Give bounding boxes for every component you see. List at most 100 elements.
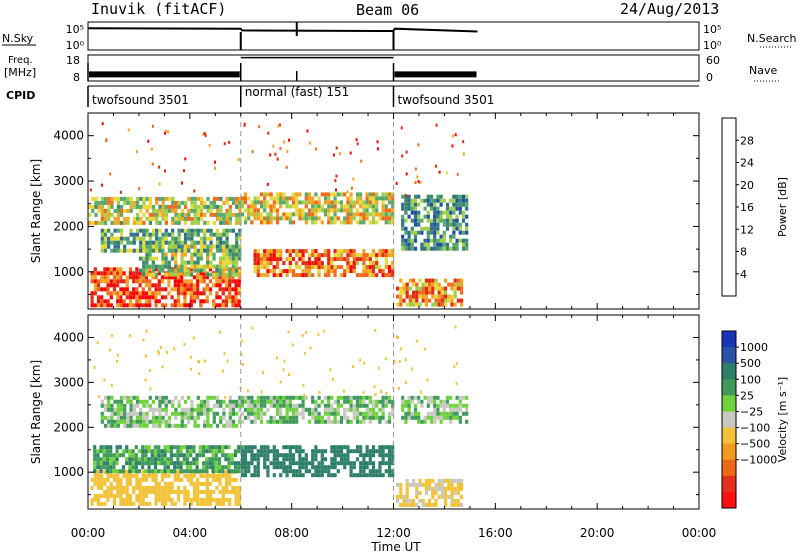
data-cell — [465, 395, 469, 400]
data-cell — [311, 273, 315, 278]
data-cell — [142, 260, 146, 265]
data-cell — [224, 497, 229, 502]
data-cell — [182, 445, 186, 450]
data-cell — [103, 240, 108, 245]
data-cell — [128, 299, 133, 304]
data-cell — [225, 423, 229, 428]
data-cell — [391, 403, 395, 408]
data-cell — [423, 419, 427, 424]
data-cell — [173, 445, 177, 450]
data-cell — [221, 485, 225, 490]
data-cell — [444, 490, 448, 495]
data-cell — [153, 445, 158, 450]
data-cell — [301, 415, 305, 420]
data-cell — [253, 465, 257, 470]
data-cell — [298, 473, 302, 478]
data-cell — [212, 477, 216, 482]
data-cell — [311, 457, 315, 462]
data-cell — [173, 283, 177, 288]
data-cell — [158, 419, 162, 424]
data-cell — [163, 449, 167, 454]
data-cell — [195, 465, 199, 470]
data-cell — [151, 248, 156, 253]
data-cell — [215, 295, 219, 300]
data-cell — [346, 457, 350, 462]
data-cell — [106, 283, 110, 288]
data-cell — [215, 283, 219, 288]
data-cell — [311, 411, 315, 416]
data-cell — [225, 256, 229, 261]
data-cell — [465, 222, 469, 227]
data-cell — [192, 449, 196, 454]
data-cell — [103, 236, 108, 241]
data-cell — [164, 275, 168, 280]
data-cell — [333, 457, 337, 462]
data-cell — [158, 411, 162, 416]
data-cell — [424, 486, 428, 491]
data-cell — [228, 272, 232, 277]
data-cell — [291, 249, 296, 254]
data-cell — [190, 264, 194, 269]
data-cell — [387, 453, 392, 458]
data-cell — [93, 287, 97, 292]
data-cell — [455, 415, 459, 420]
data-cell — [320, 265, 324, 270]
data-cell — [174, 212, 178, 217]
data-cell — [107, 200, 111, 205]
data-cell — [171, 244, 175, 249]
data-cell — [343, 457, 347, 462]
data-cell — [189, 267, 193, 272]
data-cell — [282, 200, 286, 205]
data-cell — [272, 269, 276, 274]
data-cell — [164, 399, 168, 404]
data-cell — [304, 216, 308, 221]
data-cell — [154, 485, 158, 490]
data-cell — [359, 395, 363, 400]
data-cell — [381, 200, 385, 205]
data-cell — [352, 253, 356, 258]
data-cell — [447, 494, 451, 499]
data-cell — [93, 291, 97, 296]
data-cell — [97, 208, 101, 213]
data-cell — [384, 192, 388, 197]
data-cell — [148, 407, 152, 412]
data-cell — [275, 261, 280, 266]
data-cell — [349, 200, 353, 205]
data-cell — [129, 204, 133, 209]
data-cell — [206, 272, 210, 277]
data-cell — [125, 485, 129, 490]
data-cell — [96, 493, 101, 498]
data-cell — [460, 286, 464, 291]
data-cell — [243, 399, 248, 404]
data-cell — [183, 260, 187, 265]
data-cell — [132, 216, 136, 221]
data-cell — [150, 469, 154, 474]
data-cell — [186, 493, 190, 498]
data-cell — [135, 271, 139, 276]
data-cell — [91, 196, 95, 201]
data-cell — [141, 497, 145, 502]
data-cell — [307, 419, 312, 424]
data-cell — [327, 269, 331, 274]
data-cell — [330, 457, 334, 462]
data-cell — [452, 218, 456, 223]
data-cell — [288, 253, 292, 258]
data-cell — [461, 218, 466, 223]
ytick-label: 2000 — [53, 420, 84, 434]
data-cell — [343, 249, 347, 254]
data-cell — [378, 449, 382, 454]
data-cell — [138, 268, 143, 273]
data-cell — [126, 240, 130, 245]
data-cell — [237, 291, 241, 296]
data-cell — [349, 249, 353, 254]
data-cell — [355, 457, 360, 462]
data-cell — [436, 222, 440, 227]
data-cell — [228, 244, 232, 249]
data-cell — [180, 228, 184, 233]
data-cell — [399, 502, 403, 507]
data-cell — [413, 202, 418, 207]
data-cell — [437, 302, 441, 307]
data-cell — [142, 423, 146, 428]
data-cell — [439, 403, 443, 408]
data-cell — [417, 395, 421, 400]
